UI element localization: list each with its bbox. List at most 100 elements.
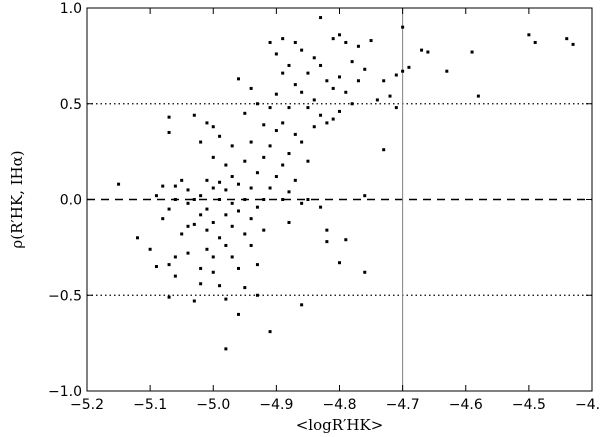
data-point	[319, 16, 323, 20]
data-point	[173, 255, 177, 259]
data-point	[192, 198, 196, 201]
data-point	[186, 224, 190, 228]
data-point	[331, 37, 335, 41]
data-point	[167, 263, 171, 267]
data-point	[287, 152, 291, 156]
data-point	[224, 213, 228, 217]
data-point	[224, 347, 228, 351]
x-axis: −5.2 −5.1 −5.0 −4.9 −4.8 −4.7 −4.6 −4.5 −4.4	[70, 8, 600, 413]
data-point	[325, 240, 329, 244]
x-tick-label: −4.9	[259, 397, 293, 413]
data-points	[117, 16, 575, 351]
y-tick-label: 1.0	[60, 1, 82, 17]
data-point	[312, 125, 316, 129]
data-point	[161, 217, 165, 221]
data-point	[192, 222, 196, 226]
data-point	[300, 303, 304, 307]
data-point	[243, 111, 247, 115]
data-point	[325, 228, 329, 232]
data-point	[401, 69, 405, 73]
data-point	[167, 115, 171, 119]
data-point	[325, 121, 329, 125]
data-point	[167, 295, 171, 299]
data-point	[205, 228, 209, 232]
data-point	[186, 188, 190, 192]
data-point	[180, 178, 184, 182]
data-point	[401, 25, 405, 29]
data-point	[154, 194, 158, 198]
data-point	[312, 56, 316, 60]
data-point	[268, 186, 272, 190]
data-point	[306, 106, 310, 110]
data-point	[255, 171, 259, 175]
data-point	[205, 207, 209, 211]
data-point	[565, 37, 569, 41]
data-point	[293, 40, 297, 44]
data-point	[344, 40, 348, 44]
data-point	[186, 251, 190, 255]
data-point	[287, 190, 291, 194]
data-point	[420, 48, 424, 52]
data-point	[331, 86, 335, 90]
data-point	[211, 125, 215, 129]
data-point	[363, 270, 367, 274]
y-axis: −1.0 −0.5 0.0 0.5 1.0	[48, 1, 592, 400]
x-tick-label: −5.1	[133, 397, 167, 413]
data-point	[180, 232, 184, 236]
data-point	[394, 73, 398, 77]
data-point	[375, 98, 379, 102]
data-point	[445, 69, 449, 73]
data-point	[382, 79, 386, 83]
data-point	[325, 79, 329, 83]
data-point	[293, 83, 297, 87]
x-tick-label: −4.5	[512, 397, 546, 413]
data-point	[237, 266, 240, 270]
data-point	[571, 42, 575, 46]
data-point	[388, 94, 392, 98]
data-point	[281, 163, 285, 167]
data-point	[394, 106, 398, 110]
data-point	[350, 60, 354, 64]
x-tick-label: −4.8	[323, 397, 357, 413]
data-point	[211, 186, 215, 190]
reference-lines	[87, 8, 592, 391]
data-point	[344, 90, 348, 94]
data-point	[262, 123, 266, 127]
data-point	[527, 33, 531, 37]
x-tick-label: −5.0	[196, 397, 230, 413]
data-point	[249, 140, 253, 144]
data-point	[262, 155, 266, 159]
data-point	[167, 207, 171, 211]
data-point	[136, 236, 139, 240]
data-point	[205, 247, 209, 251]
data-point	[476, 94, 480, 98]
data-point	[230, 255, 234, 259]
data-point	[211, 255, 215, 259]
data-point	[192, 299, 196, 303]
data-point	[186, 201, 190, 205]
data-point	[211, 220, 215, 224]
data-point	[199, 282, 203, 286]
data-point	[356, 79, 360, 83]
data-point	[224, 243, 228, 247]
data-point	[363, 67, 367, 71]
data-point	[249, 243, 253, 247]
data-point	[338, 75, 341, 79]
data-point	[192, 113, 196, 117]
y-tick-label: 0.0	[60, 193, 82, 209]
x-tick-label: −4.6	[449, 397, 483, 413]
data-point	[199, 140, 203, 144]
data-point	[243, 232, 247, 236]
data-point	[243, 198, 247, 201]
data-point	[300, 48, 304, 52]
data-point	[199, 213, 203, 217]
data-point	[243, 286, 247, 290]
data-point	[281, 198, 285, 201]
data-point	[167, 130, 171, 134]
data-point	[319, 205, 323, 209]
data-point	[319, 63, 323, 67]
data-point	[274, 92, 278, 96]
x-axis-label: <logR′HK>	[296, 416, 384, 434]
data-point	[224, 188, 228, 192]
